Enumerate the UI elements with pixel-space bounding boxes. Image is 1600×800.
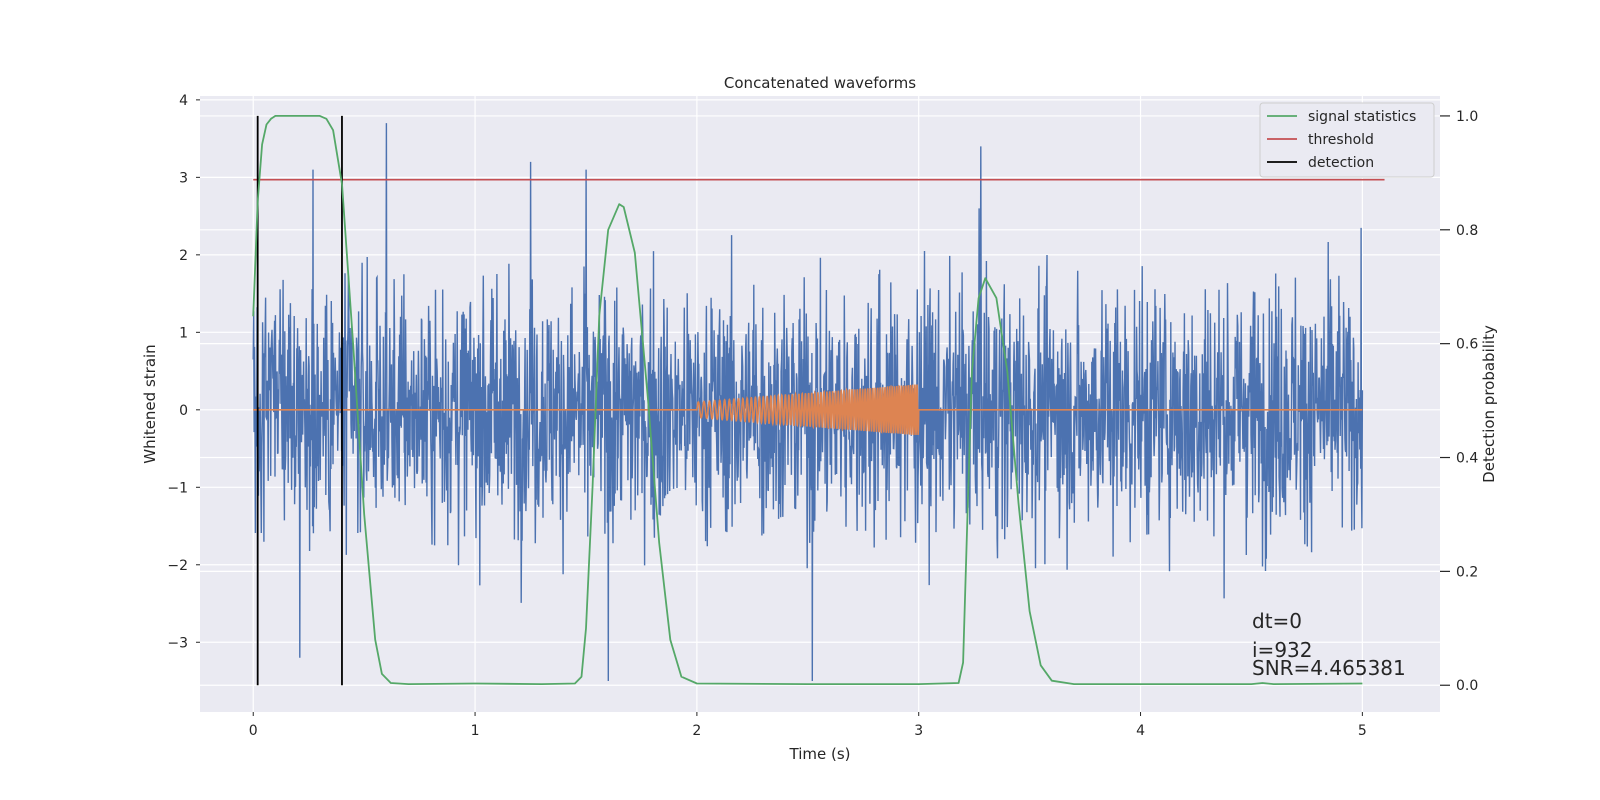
y-right-tick-label-0: 0.0 — [1456, 678, 1478, 694]
y-left-tick-label-0: −3 — [167, 635, 188, 651]
x-axis-label: Time (s) — [789, 745, 851, 763]
legend-label-signal-statistics: signal statistics — [1308, 109, 1416, 125]
y-left-tick-label-1: −2 — [167, 558, 188, 574]
y-left-tick-label-5: 2 — [179, 248, 188, 264]
legend-label-detection: detection — [1308, 155, 1374, 171]
y-left-tick-label-4: 1 — [179, 325, 188, 341]
x-tick-label-4: 4 — [1136, 723, 1145, 739]
legend-box — [1259, 102, 1435, 178]
y-left-tick-label-2: −1 — [167, 480, 188, 496]
plot-area — [252, 115, 1385, 686]
axes: 0 1 2 3 4 5 −3 −2 −1 0 1 2 3 4 0.0 0.2 0.4 0.6 0.8 1.0 — [167, 93, 1478, 739]
x-tick-label-0: 0 — [249, 723, 258, 739]
legend: signal statistics threshold detection — [1259, 102, 1435, 178]
y-left-tick-label-7: 4 — [179, 93, 188, 109]
x-tick-label-2: 2 — [692, 723, 701, 739]
signal-statistics-series — [252, 115, 1363, 685]
annotations: dt=0 i=932 SNR=4.465381 — [1252, 609, 1406, 680]
annotation-index: i=932 — [1252, 638, 1313, 662]
y-right-tick-label-5: 1.0 — [1456, 109, 1478, 125]
y-left-tick-label-6: 3 — [179, 170, 188, 186]
legend-label-threshold: threshold — [1308, 132, 1374, 148]
y-right-tick-label-4: 0.8 — [1456, 223, 1478, 239]
annotation-dt: dt=0 — [1252, 609, 1302, 633]
chart-title: Concatenated waveforms — [724, 74, 916, 92]
strain-series — [252, 123, 1364, 682]
x-tick-label-3: 3 — [914, 723, 923, 739]
y-left-tick-label-3: 0 — [179, 403, 188, 419]
x-tick-label-1: 1 — [471, 723, 480, 739]
y-right-tick-label-3: 0.6 — [1456, 337, 1478, 353]
annotation-snr: SNR=4.465381 — [1252, 656, 1406, 680]
y-axis-label-left: Whitened strain — [141, 344, 159, 463]
x-tick-label-5: 5 — [1358, 723, 1367, 739]
y-axis-label-right: Detection probability — [1480, 325, 1498, 483]
y-right-tick-label-1: 0.2 — [1456, 564, 1478, 580]
injected-signal-series — [253, 384, 1363, 436]
y-right-tick-label-2: 0.4 — [1456, 451, 1478, 467]
